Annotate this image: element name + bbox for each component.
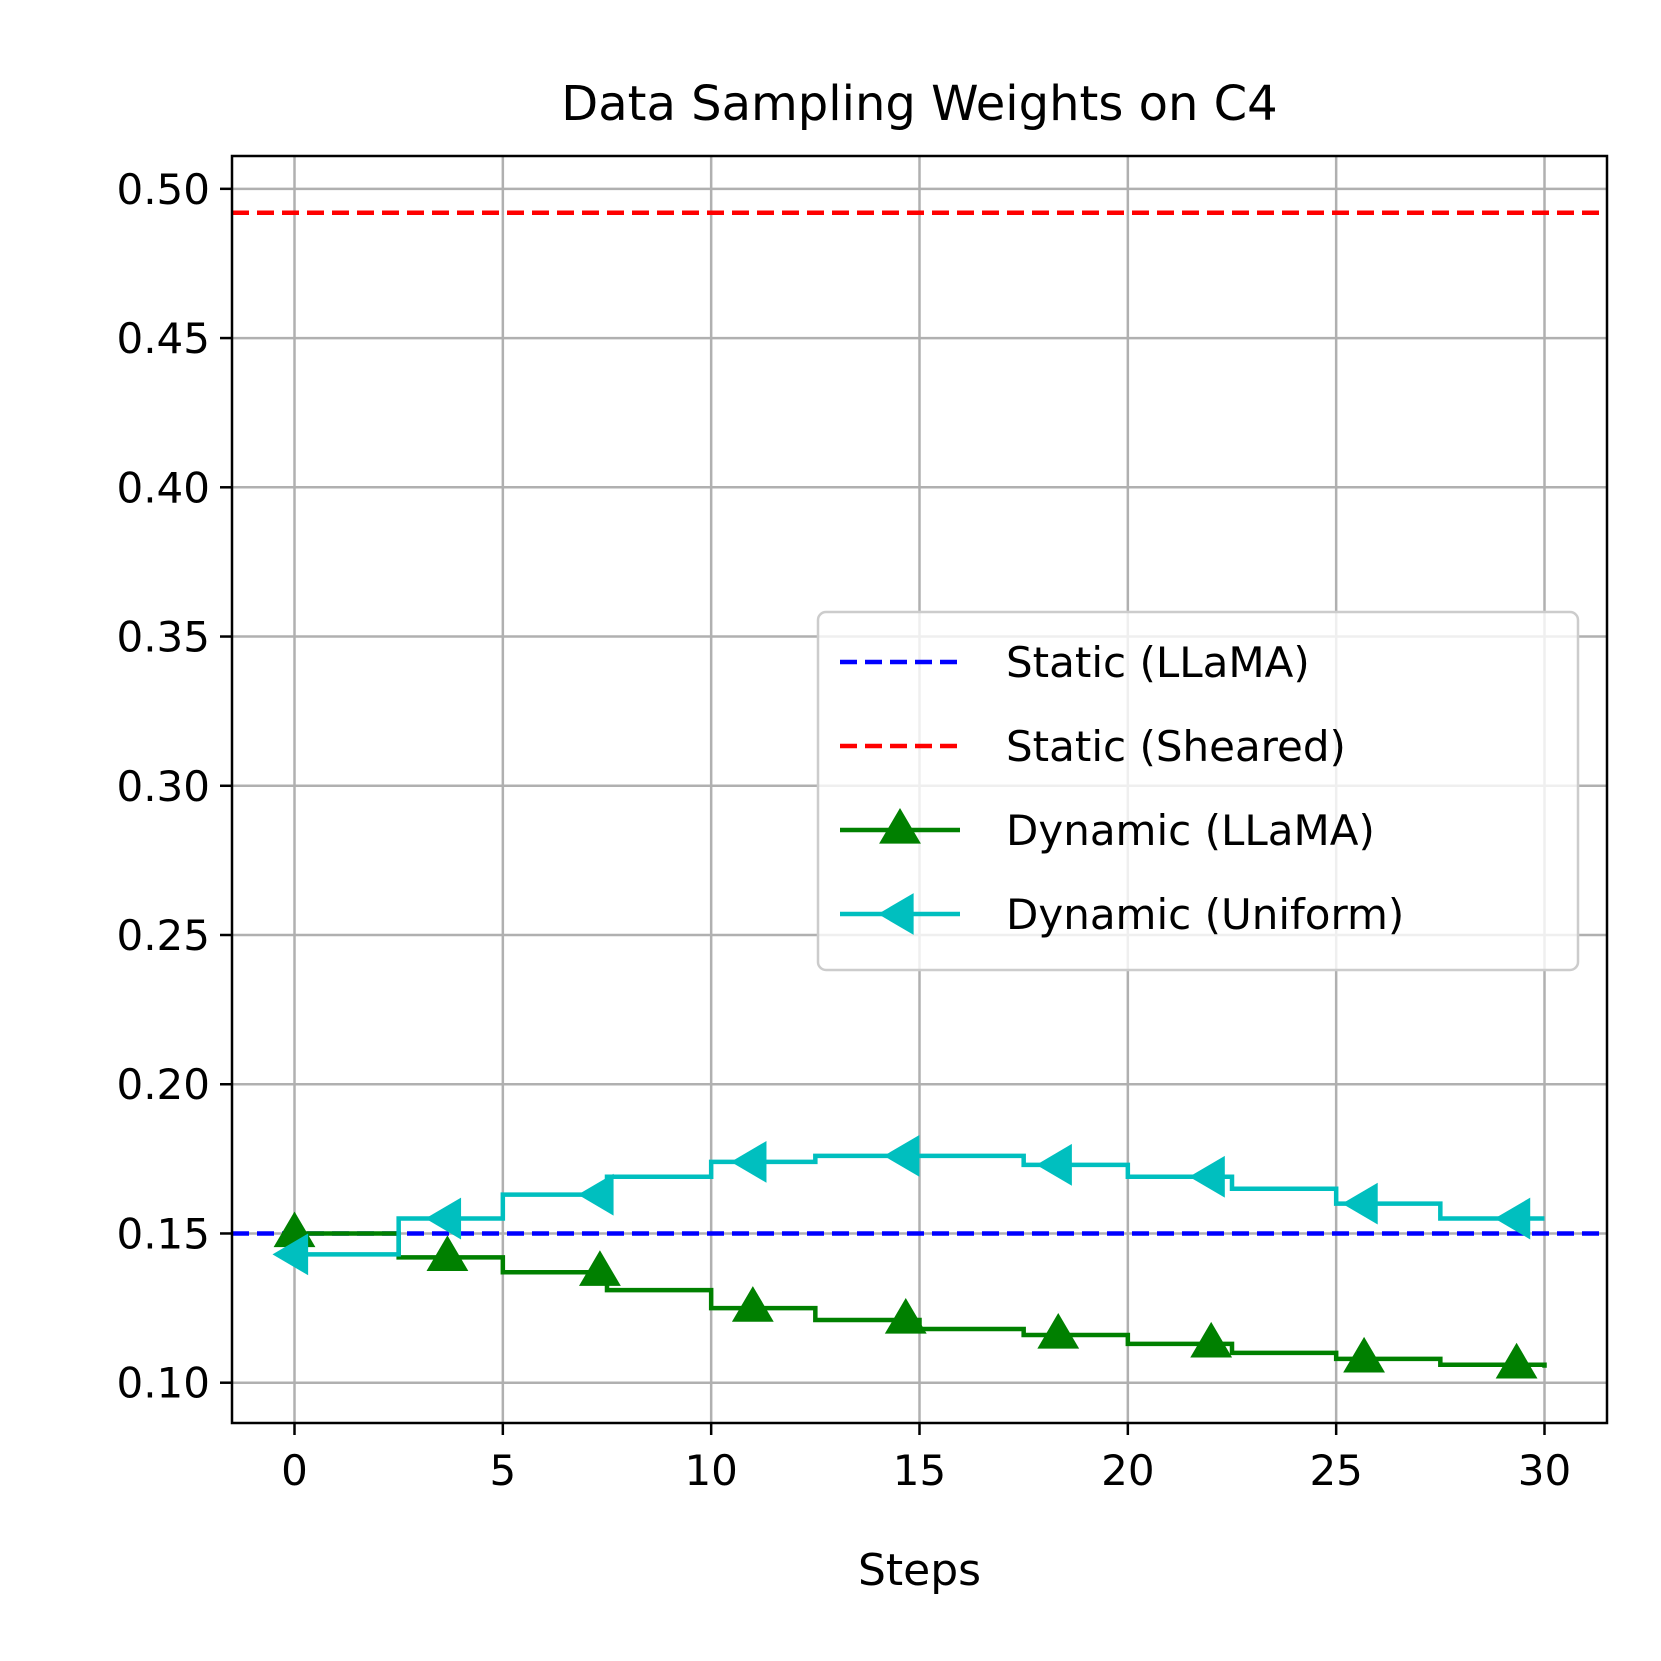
- series-marker-2-5: [1037, 1312, 1080, 1349]
- series-marker-2-6: [1190, 1321, 1233, 1358]
- series-marker-2-8: [1495, 1342, 1538, 1379]
- x-axis-label: Steps: [858, 1545, 981, 1596]
- series-marker-3-8: [1494, 1197, 1531, 1240]
- series-marker-2-1: [426, 1235, 469, 1271]
- x-tick-label: 25: [1309, 1446, 1362, 1495]
- series-marker-2-4: [884, 1298, 927, 1334]
- series-marker-3-7: [1342, 1182, 1378, 1225]
- series-marker-2-2: [579, 1250, 621, 1286]
- legend-marker-3: [878, 893, 914, 935]
- y-tick-label: 0.50: [116, 165, 210, 214]
- y-tick-label: 0.25: [116, 911, 210, 960]
- legend-marker-2: [879, 808, 921, 844]
- chart-title: Data Sampling Weights on C4: [561, 76, 1277, 132]
- legend-label: Dynamic (LLaMA): [1006, 806, 1375, 855]
- ticks: 0 5 10 15 20 25 30 0.10 0.15 0.20 0.25 0.30 0.35 0.40…: [116, 165, 1571, 1495]
- y-tick-label: 0.15: [116, 1209, 210, 1258]
- y-tick-label: 0.20: [116, 1060, 210, 1109]
- series-marker-3-4: [883, 1134, 920, 1177]
- series-marker-3-5: [1036, 1143, 1072, 1186]
- x-tick-label: 15: [893, 1446, 946, 1495]
- x-tick-label: 0: [281, 1446, 308, 1495]
- series-marker-3-2: [577, 1173, 614, 1216]
- legend: Static (LLaMA) Static (Sheared) Dynamic (L…: [816, 610, 1580, 972]
- legend-label: Static (Sheared): [1006, 722, 1346, 771]
- x-tick-label: 5: [489, 1446, 516, 1495]
- y-tick-label: 0.40: [116, 463, 210, 512]
- series-marker-3-6: [1189, 1155, 1225, 1198]
- series-marker-2-3: [731, 1286, 774, 1322]
- series-marker-3-1: [425, 1197, 462, 1240]
- x-tick-label: 30: [1518, 1446, 1571, 1495]
- series-line-3: [294, 1153, 1545, 1257]
- series-marker-3-3: [730, 1140, 767, 1183]
- legend-label: Dynamic (Uniform): [1006, 890, 1404, 939]
- series-marker-2-7: [1343, 1336, 1385, 1373]
- y-tick-label: 0.10: [116, 1359, 210, 1408]
- x-tick-label: 20: [1101, 1446, 1154, 1495]
- legend-box: [816, 610, 1580, 972]
- y-tick-label: 0.35: [116, 613, 210, 662]
- legend-label: Static (LLaMA): [1006, 638, 1310, 687]
- plot-area: [232, 210, 1607, 1379]
- y-tick-label: 0.45: [116, 314, 210, 363]
- series-marker-3-0: [272, 1233, 309, 1276]
- x-tick-label: 10: [684, 1446, 737, 1495]
- series-group: [232, 210, 1607, 1379]
- y-tick-label: 0.30: [116, 762, 210, 811]
